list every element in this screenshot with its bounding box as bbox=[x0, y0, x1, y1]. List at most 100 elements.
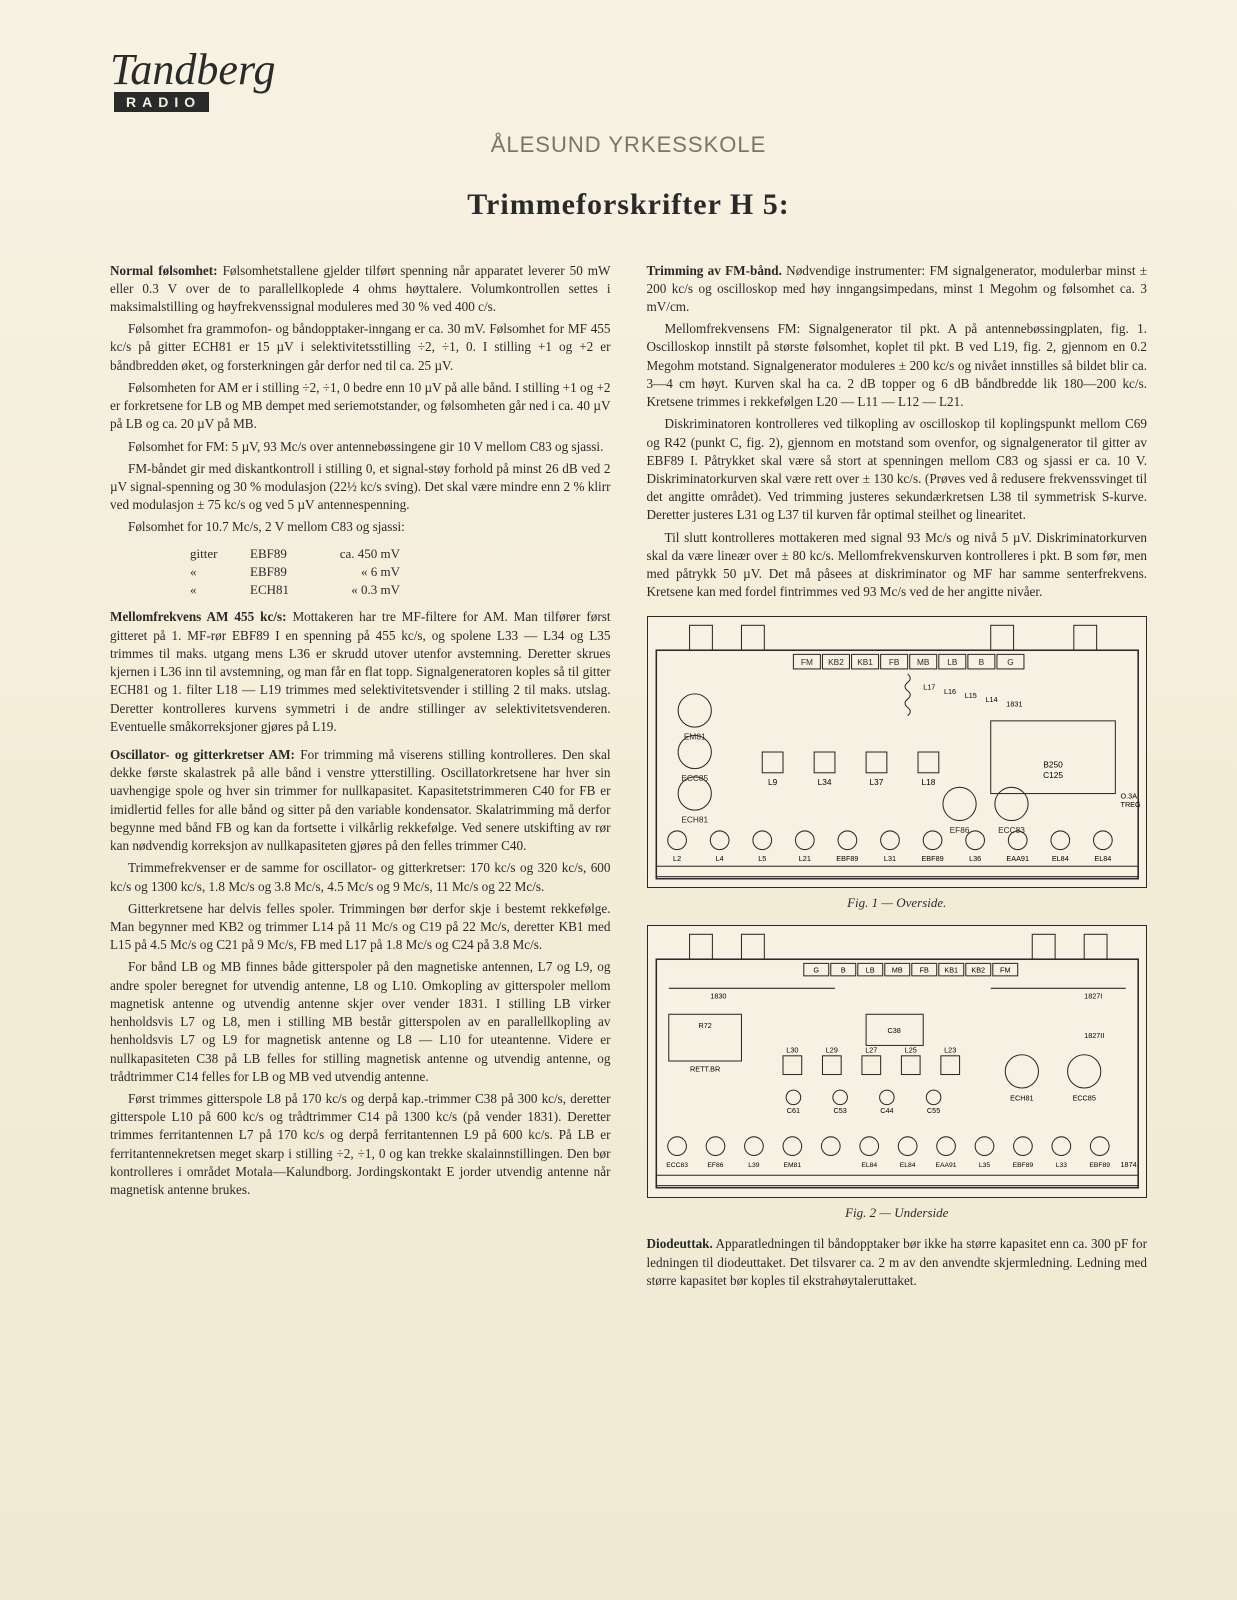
svg-text:ECC85: ECC85 bbox=[681, 773, 708, 783]
para: Diodeuttak. Apparatledningen til båndopp… bbox=[647, 1235, 1148, 1290]
svg-text:MB: MB bbox=[916, 656, 929, 666]
svg-text:EBF89: EBF89 bbox=[921, 854, 943, 863]
svg-text:L4: L4 bbox=[715, 854, 723, 863]
para: Mellomfrekvens AM 455 kc/s: Mottakeren h… bbox=[110, 608, 611, 736]
svg-text:L17: L17 bbox=[923, 682, 935, 691]
para: Først trimmes gitterspole L8 på 170 kc/s… bbox=[110, 1090, 611, 1199]
para: Følsomhet fra grammofon- og båndopptaker… bbox=[110, 320, 611, 375]
text: Mottakeren har tre MF-filtere for AM. Ma… bbox=[110, 609, 611, 733]
svg-text:KB2: KB2 bbox=[828, 656, 844, 666]
svg-text:EM81: EM81 bbox=[783, 1162, 801, 1169]
svg-text:1874: 1874 bbox=[1120, 1160, 1136, 1169]
svg-text:L25: L25 bbox=[904, 1046, 916, 1055]
svg-text:ECH81: ECH81 bbox=[1010, 1094, 1033, 1103]
school-name: ÅLESUND YRKESSKOLE bbox=[110, 132, 1147, 158]
svg-text:FM: FM bbox=[1000, 966, 1010, 975]
svg-text:EBF89: EBF89 bbox=[1089, 1162, 1110, 1169]
svg-text:1831: 1831 bbox=[1006, 699, 1022, 708]
runin-heading: Trimming av FM-bånd. bbox=[647, 263, 782, 278]
svg-text:EL84: EL84 bbox=[1051, 854, 1068, 863]
para: Til slutt kontrolleres mottakeren med si… bbox=[647, 529, 1148, 602]
svg-text:L27: L27 bbox=[865, 1046, 877, 1055]
para: Trimmefrekvenser er de samme for oscilla… bbox=[110, 859, 611, 895]
svg-text:1830: 1830 bbox=[710, 992, 726, 1001]
svg-text:B: B bbox=[978, 656, 984, 666]
svg-text:L5: L5 bbox=[758, 854, 766, 863]
svg-text:EF86: EF86 bbox=[949, 825, 969, 835]
page-title: Trimmeforskrifter H 5: bbox=[110, 188, 1147, 222]
para: Følsomheten for AM er i stilling ÷2, ÷1,… bbox=[110, 379, 611, 434]
svg-text:FB: FB bbox=[888, 656, 899, 666]
cell: EBF89 bbox=[250, 563, 320, 581]
page: Tandberg RADIO ÅLESUND YRKESSKOLE Trimme… bbox=[0, 0, 1237, 1600]
svg-text:KB2: KB2 bbox=[971, 966, 985, 975]
svg-text:R72: R72 bbox=[698, 1021, 711, 1030]
svg-text:EBF89: EBF89 bbox=[1012, 1162, 1033, 1169]
svg-text:L33: L33 bbox=[1055, 1162, 1067, 1169]
table-row: « ECH81 « 0.3 mV bbox=[190, 581, 611, 599]
two-column-body: Normal følsomhet: Følsomhetstallene gjel… bbox=[110, 262, 1147, 1295]
svg-text:C44: C44 bbox=[880, 1106, 893, 1115]
svg-text:L30: L30 bbox=[786, 1046, 798, 1055]
para: For bånd LB og MB finnes både gitterspol… bbox=[110, 958, 611, 1086]
svg-text:C61: C61 bbox=[786, 1106, 799, 1115]
cell: gitter bbox=[190, 545, 250, 563]
svg-text:MB: MB bbox=[891, 966, 902, 975]
para: Trimming av FM-bånd. Nødvendige instrume… bbox=[647, 262, 1148, 317]
svg-text:C125: C125 bbox=[1043, 770, 1063, 780]
svg-text:L23: L23 bbox=[944, 1046, 956, 1055]
svg-text:EM81: EM81 bbox=[683, 731, 705, 741]
svg-text:LB: LB bbox=[947, 656, 958, 666]
svg-text:ECC85: ECC85 bbox=[1072, 1094, 1095, 1103]
svg-text:EL84: EL84 bbox=[861, 1162, 877, 1169]
runin-heading: Mellomfrekvens AM 455 kc/s: bbox=[110, 609, 287, 624]
cell: « 0.3 mV bbox=[320, 581, 406, 599]
logo-subtext: RADIO bbox=[114, 92, 209, 112]
cell: ca. 450 mV bbox=[320, 545, 406, 563]
svg-text:EBF89: EBF89 bbox=[836, 854, 858, 863]
svg-text:L16: L16 bbox=[943, 686, 955, 695]
svg-text:ECC83: ECC83 bbox=[666, 1162, 688, 1169]
svg-text:C55: C55 bbox=[926, 1106, 939, 1115]
svg-text:FM: FM bbox=[800, 656, 812, 666]
svg-text:L37: L37 bbox=[869, 777, 883, 787]
svg-text:B: B bbox=[840, 966, 845, 975]
svg-text:EL84: EL84 bbox=[899, 1162, 915, 1169]
para: Oscillator- og gitterkretser AM: For tri… bbox=[110, 746, 611, 855]
sensitivity-table: gitter EBF89 ca. 450 mV « EBF89 « 6 mV «… bbox=[190, 545, 611, 599]
text: For trimming må viserens stilling kontro… bbox=[110, 747, 611, 853]
svg-text:KB1: KB1 bbox=[857, 656, 873, 666]
svg-text:L39: L39 bbox=[748, 1162, 760, 1169]
chassis-diagram-icon: FMKB2KB1FBMBLBBG EM81ECC85ECH81EF86ECC83… bbox=[648, 617, 1147, 887]
svg-text:1827II: 1827II bbox=[1084, 1032, 1104, 1041]
para: FM-båndet gir med diskantkontroll i stil… bbox=[110, 460, 611, 515]
right-column: Trimming av FM-bånd. Nødvendige instrume… bbox=[647, 262, 1148, 1295]
svg-text:G: G bbox=[1007, 656, 1013, 666]
cell: « bbox=[190, 563, 250, 581]
svg-text:1827I: 1827I bbox=[1084, 992, 1102, 1001]
svg-text:EAA91: EAA91 bbox=[1006, 854, 1029, 863]
para: Diskriminatoren kontrolleres ved tilkopl… bbox=[647, 415, 1148, 524]
svg-text:C38: C38 bbox=[887, 1026, 900, 1035]
svg-text:L31: L31 bbox=[883, 854, 895, 863]
cell: « 6 mV bbox=[320, 563, 406, 581]
svg-text:L34: L34 bbox=[817, 777, 831, 787]
figure-2-underside: GBLBMBFBKB1KB2FM L30L29L27L25L23C61C53C4… bbox=[647, 925, 1148, 1197]
svg-text:L35: L35 bbox=[978, 1162, 990, 1169]
svg-text:C53: C53 bbox=[833, 1106, 846, 1115]
para: Normal følsomhet: Følsomhetstallene gjel… bbox=[110, 262, 611, 317]
svg-text:KB1: KB1 bbox=[944, 966, 958, 975]
cell: EBF89 bbox=[250, 545, 320, 563]
svg-text:RETT.BR: RETT.BR bbox=[690, 1065, 720, 1074]
svg-text:L36: L36 bbox=[969, 854, 981, 863]
svg-text:L14: L14 bbox=[985, 695, 997, 704]
svg-text:L29: L29 bbox=[825, 1046, 837, 1055]
svg-text:EL84: EL84 bbox=[1094, 854, 1111, 863]
svg-text:EAA91: EAA91 bbox=[935, 1162, 956, 1169]
logo-block: Tandberg RADIO bbox=[110, 50, 1147, 112]
text: Apparatledningen til båndopptaker bør ik… bbox=[647, 1236, 1148, 1287]
svg-text:L15: L15 bbox=[964, 691, 976, 700]
table-row: gitter EBF89 ca. 450 mV bbox=[190, 545, 611, 563]
runin-heading: Diodeuttak. bbox=[647, 1236, 713, 1251]
para: Følsomhet for 10.7 Mc/s, 2 V mellom C83 … bbox=[110, 518, 611, 536]
